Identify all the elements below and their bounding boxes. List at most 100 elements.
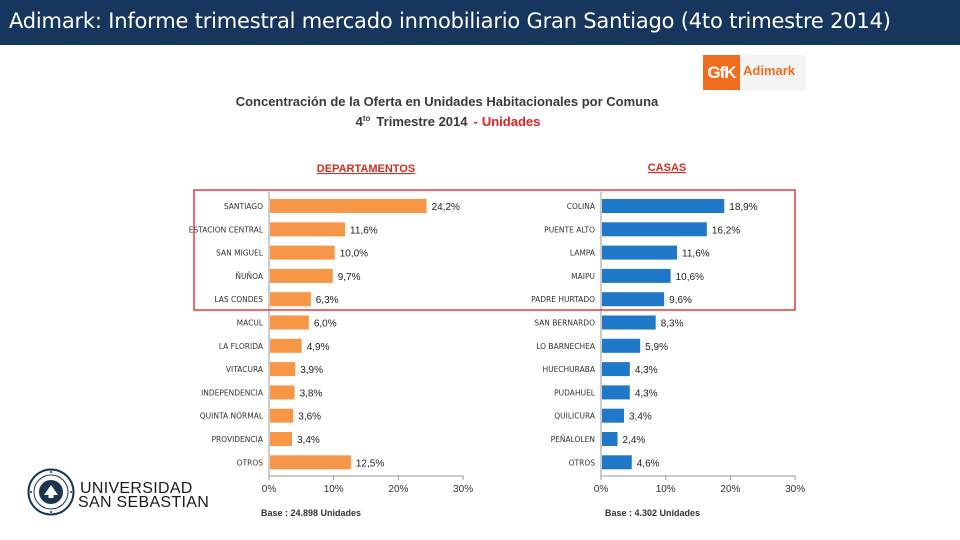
casas-category-label: PUDAHUEL <box>554 388 596 397</box>
departamentos-value-label: 3,6% <box>298 412 321 423</box>
departamentos-value-label: 3,8% <box>300 388 323 399</box>
page-title: Adimark: Informe trimestral mercado inmo… <box>9 9 891 33</box>
casas-bar <box>602 455 632 470</box>
casas-category-label: COLINA <box>567 202 596 211</box>
title-units: Unidades <box>482 114 541 129</box>
casas-base-note: Base : 4.302 Unidades <box>605 508 700 518</box>
departamentos-bar <box>270 222 346 237</box>
departamentos-bar <box>270 408 294 423</box>
gfk-adimark-logo: GfK Adimark <box>703 55 806 90</box>
departamentos-value-label: 24,2% <box>432 202 460 213</box>
departamentos-category-label: LA FLORIDA <box>219 342 264 351</box>
departamentos-category-label: VITACURA <box>226 365 264 374</box>
casas-category-label: QUILICURA <box>554 412 596 421</box>
casas-category-label: MAIPU <box>571 272 595 281</box>
casas-bar <box>602 222 707 237</box>
casas-bar <box>602 385 630 400</box>
casas-value-label: 4,3% <box>635 388 658 399</box>
casas-tick-label: 10% <box>656 484 676 495</box>
casas-category-label: SAN BERNARDO <box>534 319 595 328</box>
departamentos-category-label: MACUL <box>237 319 264 328</box>
casas-bar <box>602 338 641 353</box>
title-ordinal: 4 <box>356 114 364 129</box>
departamentos-value-label: 10,0% <box>340 249 368 260</box>
departamentos-value-label: 6,0% <box>314 319 337 330</box>
casas-tick-label: 30% <box>785 484 805 495</box>
departamentos-category-label: ESTACION CENTRAL <box>189 225 264 234</box>
adimark-logo-word: Adimark <box>743 63 796 78</box>
departamentos-category-label: PROVIDENCIA <box>211 435 263 444</box>
departamentos-category-label: ÑUÑOA <box>235 272 263 281</box>
departamentos-value-label: 9,7% <box>338 272 361 283</box>
casas-value-label: 10,6% <box>676 272 704 283</box>
departamentos-bar <box>270 385 295 400</box>
casas-value-label: 2,4% <box>623 435 646 446</box>
casas-tick-label: 20% <box>720 484 740 495</box>
departamentos-value-label: 3,4% <box>297 435 320 446</box>
casas-bar <box>602 245 678 260</box>
departamentos-value-label: 6,3% <box>316 295 339 306</box>
departamentos-title: DEPARTAMENTOS <box>317 163 415 175</box>
departamentos-tick-label: 10% <box>324 484 344 495</box>
departamentos-value-label: 12,5% <box>356 458 384 469</box>
chart-title-line2: 4to Trimestre 2014- Unidades <box>356 114 541 129</box>
departamentos-bar <box>270 338 302 353</box>
casas-category-label: PEÑALOLEN <box>551 435 595 444</box>
departamentos-bar <box>270 245 335 260</box>
departamentos-bar <box>270 268 333 283</box>
casas-title: CASAS <box>648 162 687 174</box>
casas-value-label: 4,3% <box>635 365 658 376</box>
departamentos-bar <box>270 315 309 330</box>
highlight-box <box>193 189 796 311</box>
departamentos-bar <box>270 432 292 446</box>
casas-bar <box>602 315 656 330</box>
departamentos-bar <box>270 362 296 377</box>
title-ordinal-sup: to <box>363 114 371 123</box>
departamentos-bar <box>270 455 351 470</box>
departamentos-bar <box>270 292 311 307</box>
departamentos-category-label: OTROS <box>237 458 264 467</box>
casas-category-label: PADRE HURTADO <box>531 295 595 304</box>
university-name-line1: UNIVERSIDAD <box>80 480 193 497</box>
casas-bar <box>602 362 630 377</box>
casas-bar <box>602 292 665 307</box>
title-banner: Adimark: Informe trimestral mercado inmo… <box>0 0 960 45</box>
departamentos-chart: DEPARTAMENTOS 0% 10% 20% 30% SANTIAGO 24,2% EST… <box>189 163 473 518</box>
casas-bar <box>602 268 671 283</box>
casas-category-label: LAMPA <box>570 249 596 258</box>
casas-value-label: 4,6% <box>637 458 660 469</box>
departamentos-tick-label: 0% <box>262 484 277 495</box>
casas-value-label: 8,3% <box>661 319 684 330</box>
departamentos-category-label: LAS CONDES <box>214 295 263 304</box>
casas-value-label: 9,6% <box>669 295 692 306</box>
casas-bar <box>602 408 624 423</box>
casas-chart: CASAS 0% 10% 20% 30% COLINA 18,9% PUENTE ALTO 16… <box>531 162 805 518</box>
casas-category-label: LO BARNECHEA <box>536 342 596 351</box>
casas-category-label: PUENTE ALTO <box>544 225 595 234</box>
casas-tick-label: 0% <box>594 484 609 495</box>
departamentos-value-label: 3,9% <box>300 365 323 376</box>
departamentos-bar <box>270 199 427 213</box>
casas-category-label: HUECHURABA <box>542 365 595 374</box>
university-seal-icon <box>27 468 75 516</box>
casas-bar <box>602 199 725 213</box>
title-dash: - <box>474 114 478 129</box>
casas-value-label: 5,9% <box>645 342 668 353</box>
departamentos-value-label: 11,6% <box>350 225 378 236</box>
departamentos-tick-label: 20% <box>388 484 408 495</box>
casas-value-label: 3,4% <box>629 412 652 423</box>
casas-value-label: 11,6% <box>682 249 710 260</box>
university-name-line2: SAN SEBASTIAN <box>78 494 210 511</box>
departamentos-category-label: QUINTA NORMAL <box>200 412 264 421</box>
departamentos-category-label: SANTIAGO <box>224 202 263 211</box>
departamentos-tick-label: 30% <box>453 484 473 495</box>
departamentos-value-label: 4,9% <box>307 342 330 353</box>
casas-category-label: OTROS <box>569 458 596 467</box>
casas-bar <box>602 432 618 446</box>
chart-title-line1: Concentración de la Oferta en Unidades H… <box>236 94 659 109</box>
departamentos-category-label: SAN MIGUEL <box>216 249 264 258</box>
departamentos-category-label: INDEPENDENCIA <box>201 388 264 397</box>
casas-value-label: 16,2% <box>712 225 740 236</box>
title-quarter: Trimestre 2014 <box>376 114 468 129</box>
